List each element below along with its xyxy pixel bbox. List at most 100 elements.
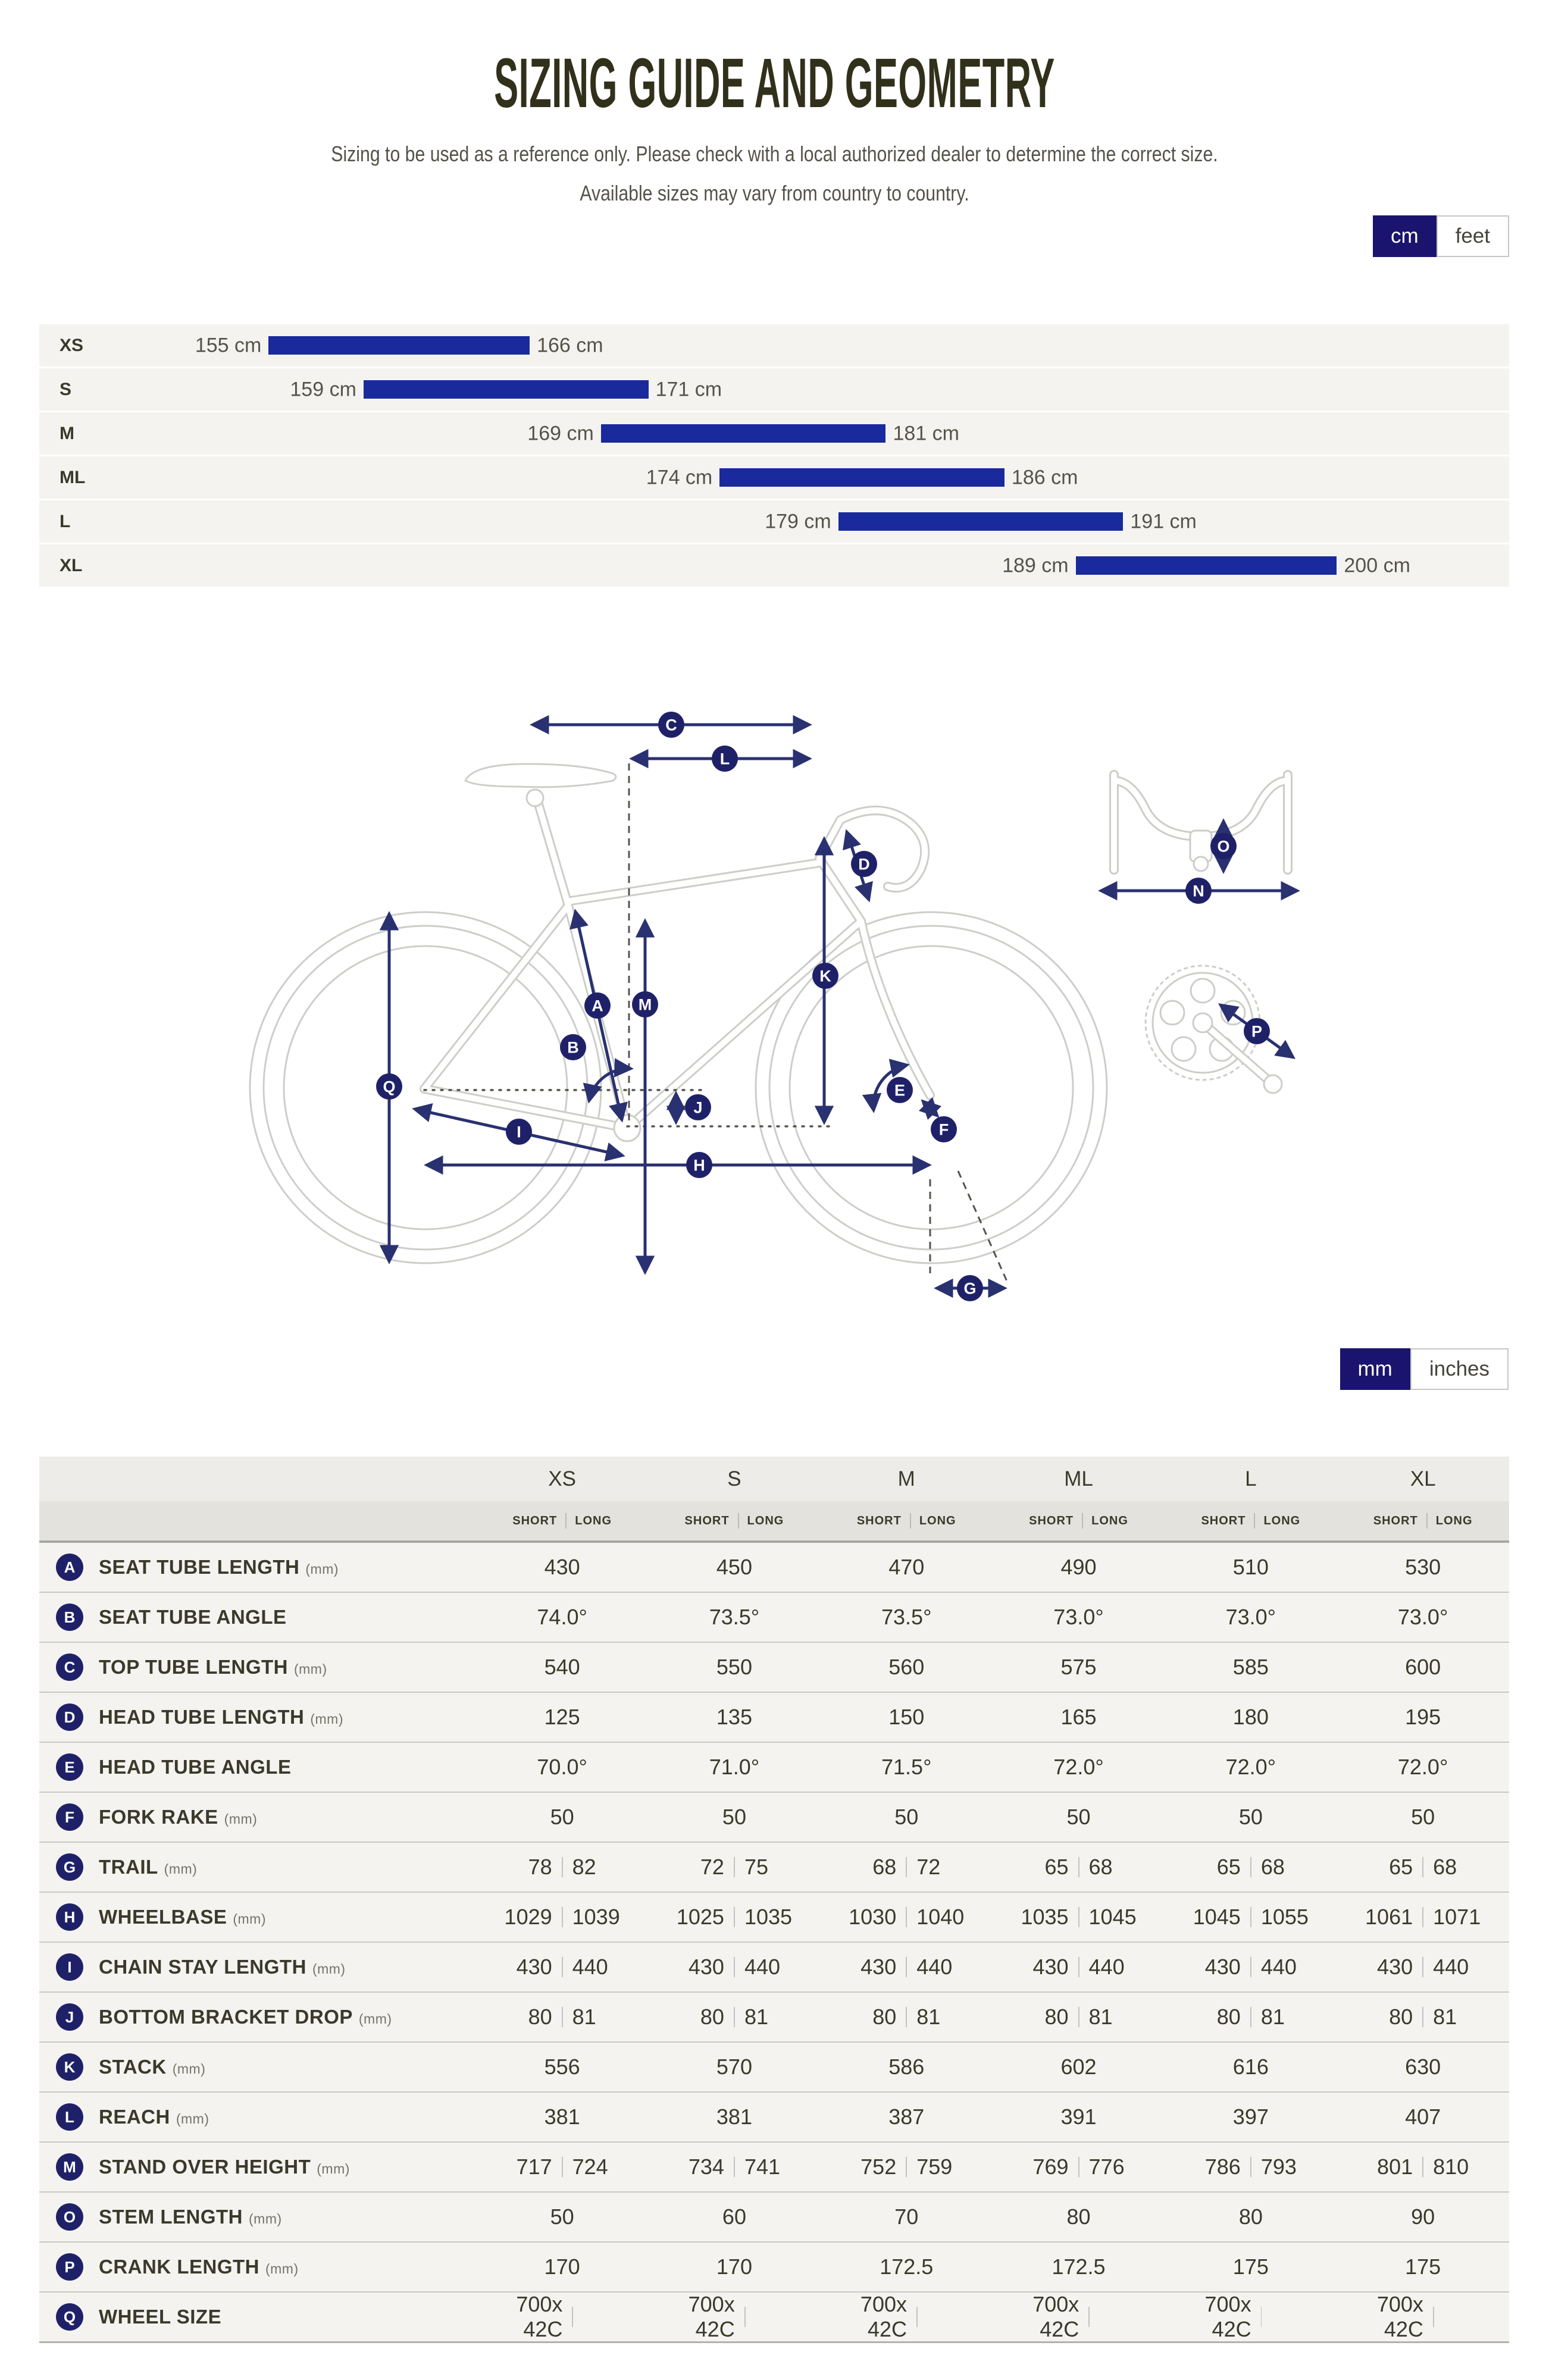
size-row: M 169 cm 181 cm xyxy=(39,412,1509,455)
geometry-row: L REACH (mm) 381 381 387 391 397 407 xyxy=(39,2091,1509,2141)
geometry-cell: 450 xyxy=(648,1555,820,1580)
geometry-cell: 80 81 xyxy=(993,2005,1165,2030)
geometry-cell: 1030 1040 xyxy=(821,1905,993,1930)
shortlong-header-group: SHORT LONG xyxy=(821,1513,993,1529)
geometry-row-unit: (mm) xyxy=(358,2011,392,2027)
geometry-value-long: 776 xyxy=(1088,2154,1125,2179)
short-header-label: SHORT xyxy=(856,1514,902,1527)
geometry-value-long: 82 xyxy=(572,1855,596,1879)
geometry-row-label-cell: Q WHEEL SIZE xyxy=(39,2303,476,2331)
geometry-cell: 430 440 xyxy=(1165,1955,1337,1980)
geometry-value: 575 xyxy=(1060,1655,1097,1679)
long-header-label: LONG xyxy=(747,1514,784,1527)
diagram-letter-badges: C L D A M B K Q E F J I H G N O P xyxy=(376,712,1270,1301)
geometry-value: 73.0° xyxy=(1053,1605,1104,1629)
geometry-cell: 616 xyxy=(1165,2055,1337,2080)
size-column-header: XS xyxy=(476,1467,648,1491)
height-range-min-label: 189 cm xyxy=(1002,554,1069,577)
geometry-cell: 585 xyxy=(1165,1655,1337,1680)
toggle-inches[interactable]: inches xyxy=(1410,1348,1509,1390)
geometry-cell: 700x 42C xyxy=(476,2292,648,2342)
header-divider xyxy=(565,1513,567,1529)
geometry-value: 50 xyxy=(894,1805,919,1829)
value-divider xyxy=(733,1857,735,1877)
geometry-value: 616 xyxy=(1232,2055,1269,2079)
geometry-row-label-cell: B SEAT TUBE ANGLE xyxy=(39,1604,476,1631)
geometry-value: 70 xyxy=(894,2204,919,2229)
diagram-label-q: Q xyxy=(383,1078,395,1096)
geometry-row: K STACK (mm) 556 570 586 602 616 630 xyxy=(39,2041,1509,2091)
geometry-value-pair: 700x 42C xyxy=(821,2292,993,2342)
value-divider xyxy=(1078,1907,1079,1927)
height-range-min-label: 169 cm xyxy=(527,422,594,444)
toggle-cm[interactable]: cm xyxy=(1372,215,1437,257)
geometry-value-short: 430 xyxy=(860,1955,897,1979)
geometry-value: 540 xyxy=(544,1655,580,1679)
geometry-cell: 560 xyxy=(821,1655,993,1680)
geometry-value-pair: 1030 1040 xyxy=(821,1905,993,1930)
toggle-mm[interactable]: mm xyxy=(1340,1348,1410,1390)
bike-frame-icon xyxy=(420,763,935,1142)
geometry-cell: 786 793 xyxy=(1165,2154,1337,2179)
geometry-cell: 80 xyxy=(993,2204,1165,2229)
geometry-value: 80 xyxy=(1238,2204,1263,2229)
value-divider xyxy=(744,2307,746,2327)
geometry-value: 70.0° xyxy=(537,1755,587,1779)
geometry-value-pair: 430 440 xyxy=(1337,1955,1509,1980)
geometry-row-label-cell: O STEM LENGTH (mm) xyxy=(39,2203,476,2231)
geometry-row: Q WHEEL SIZE 700x 42C 700x 42C 700x 42C 700x … xyxy=(39,2291,1509,2341)
geometry-cell: 1025 1035 xyxy=(648,1905,820,1930)
geometry-cell: 381 xyxy=(476,2105,648,2130)
geometry-value-pair: 700x 42C xyxy=(648,2292,820,2342)
geometry-row: P CRANK LENGTH (mm) 170 170 172.5 172.5 175 175 xyxy=(39,2241,1509,2291)
geometry-cell: 70 xyxy=(821,2204,993,2229)
geometry-value-long: 75 xyxy=(744,1855,768,1879)
geometry-value: 172.5 xyxy=(880,2254,934,2279)
size-column-header-label: XL xyxy=(1410,1467,1436,1490)
long-header-label: LONG xyxy=(919,1514,956,1527)
toggle-feet[interactable]: feet xyxy=(1436,215,1509,257)
geometry-value-long: 440 xyxy=(1433,1955,1469,1979)
row-letter-badge: P xyxy=(56,2253,83,2281)
geometry-value-long: 68 xyxy=(1088,1855,1113,1879)
geometry-cell: 550 xyxy=(648,1655,820,1680)
geometry-cell: 391 xyxy=(993,2105,1165,2130)
geometry-value: 180 xyxy=(1232,1705,1269,1729)
height-range-bar xyxy=(838,512,1124,531)
geometry-value-pair: 1061 1071 xyxy=(1337,1905,1509,1930)
geometry-cell: 1035 1045 xyxy=(993,1905,1165,1930)
geometry-cell: 180 xyxy=(1165,1705,1337,1730)
geometry-value-pair: 80 81 xyxy=(993,2005,1165,2030)
diagram-label-n: N xyxy=(1193,882,1204,900)
geometry-row-label: SEAT TUBE ANGLE xyxy=(99,1606,287,1628)
geometry-value: 510 xyxy=(1232,1555,1269,1579)
geometry-cell: 1029 1039 xyxy=(476,1905,648,1930)
geometry-cell: 72.0° xyxy=(993,1755,1165,1780)
geometry-value-long: 81 xyxy=(916,2005,941,2029)
geometry-cell: 1061 1071 xyxy=(1337,1905,1509,1930)
geometry-value-pair: 752 759 xyxy=(821,2154,993,2179)
geometry-row-label: REACH (mm) xyxy=(99,2106,209,2128)
page-subtitle: Sizing to be used as a reference only. P… xyxy=(124,134,1425,213)
row-letter-badge: C xyxy=(56,1654,83,1681)
geometry-value-pair: 700x 42C xyxy=(993,2292,1165,2342)
short-header-label: SHORT xyxy=(512,1514,558,1527)
geometry-row-label: SEAT TUBE LENGTH (mm) xyxy=(99,1556,339,1578)
geometry-value-pair: 700x 42C xyxy=(1337,2292,1509,2342)
geometry-value-pair: 1025 1035 xyxy=(648,1905,820,1930)
short-header-label: SHORT xyxy=(1201,1514,1246,1527)
value-divider xyxy=(1422,2157,1424,2177)
short-header-label: SHORT xyxy=(684,1514,730,1527)
geometry-row-label-cell: L REACH (mm) xyxy=(39,2103,476,2131)
geometry-row-label: TRAIL (mm) xyxy=(99,1856,198,1878)
geometry-value: 150 xyxy=(888,1705,925,1729)
size-row: XL 189 cm 200 cm xyxy=(39,544,1509,587)
geometry-value-short: 430 xyxy=(516,1955,552,1979)
geometry-value-long: 1040 xyxy=(916,1905,965,1929)
geometry-row-label-cell: D HEAD TUBE LENGTH (mm) xyxy=(39,1703,476,1731)
geometry-value-long: 759 xyxy=(916,2154,953,2179)
geometry-cell: 175 xyxy=(1337,2254,1509,2279)
diagram-label-l: L xyxy=(720,750,730,768)
geometry-value: 175 xyxy=(1232,2254,1269,2279)
geometry-cell: 470 xyxy=(821,1555,993,1580)
